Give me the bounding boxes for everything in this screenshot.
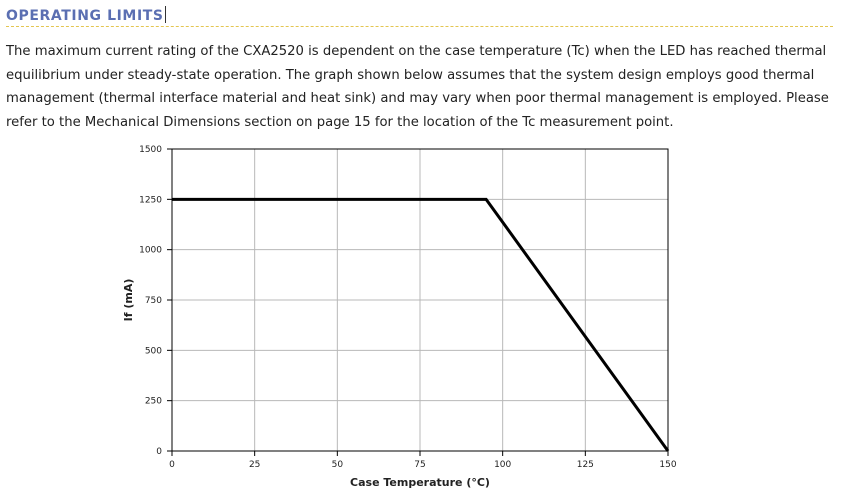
section-title: OPERATING LIMITS [6, 8, 164, 24]
x-tick-label: 150 [659, 460, 676, 470]
section-heading: OPERATING LIMITS [6, 6, 166, 24]
x-tick-label: 100 [494, 460, 511, 470]
x-tick-label: 50 [332, 460, 344, 470]
x-tick-label: 125 [577, 460, 594, 470]
body-paragraph: The maximum current rating of the CXA252… [6, 44, 829, 130]
y-axis-title: If (mA) [122, 279, 135, 322]
heading-divider [6, 26, 833, 27]
y-tick-label: 1250 [139, 195, 162, 205]
series-line [172, 197, 670, 452]
y-tick-label: 250 [145, 397, 162, 407]
x-tick-label: 0 [169, 460, 175, 470]
y-tick-label: 500 [145, 346, 162, 356]
text-cursor [164, 6, 166, 23]
x-tick-label: 25 [249, 460, 260, 470]
y-tick-label: 750 [145, 296, 162, 306]
y-tick-label: 0 [156, 447, 162, 457]
x-axis-title: Case Temperature (°C) [350, 476, 490, 489]
y-tick-label: 1500 [139, 145, 162, 155]
x-tick-label: 75 [414, 460, 425, 470]
y-tick-label: 1000 [139, 246, 162, 256]
